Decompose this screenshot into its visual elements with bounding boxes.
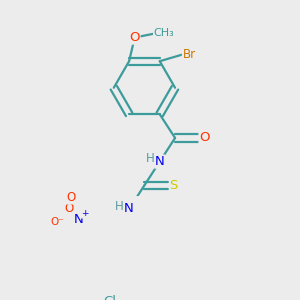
Text: N: N	[74, 213, 84, 226]
Text: H: H	[115, 200, 124, 213]
Text: Br: Br	[182, 48, 196, 61]
Text: O: O	[66, 191, 75, 204]
Text: +: +	[81, 209, 89, 218]
Text: H: H	[146, 152, 154, 165]
Text: CH₃: CH₃	[154, 28, 174, 38]
Text: N: N	[124, 202, 134, 215]
Text: Cl: Cl	[103, 295, 116, 300]
Text: O⁻: O⁻	[51, 218, 64, 227]
Text: O: O	[129, 31, 140, 44]
Text: S: S	[169, 179, 178, 192]
Text: N: N	[155, 155, 165, 168]
Text: O: O	[199, 131, 210, 144]
Text: O: O	[64, 202, 74, 215]
